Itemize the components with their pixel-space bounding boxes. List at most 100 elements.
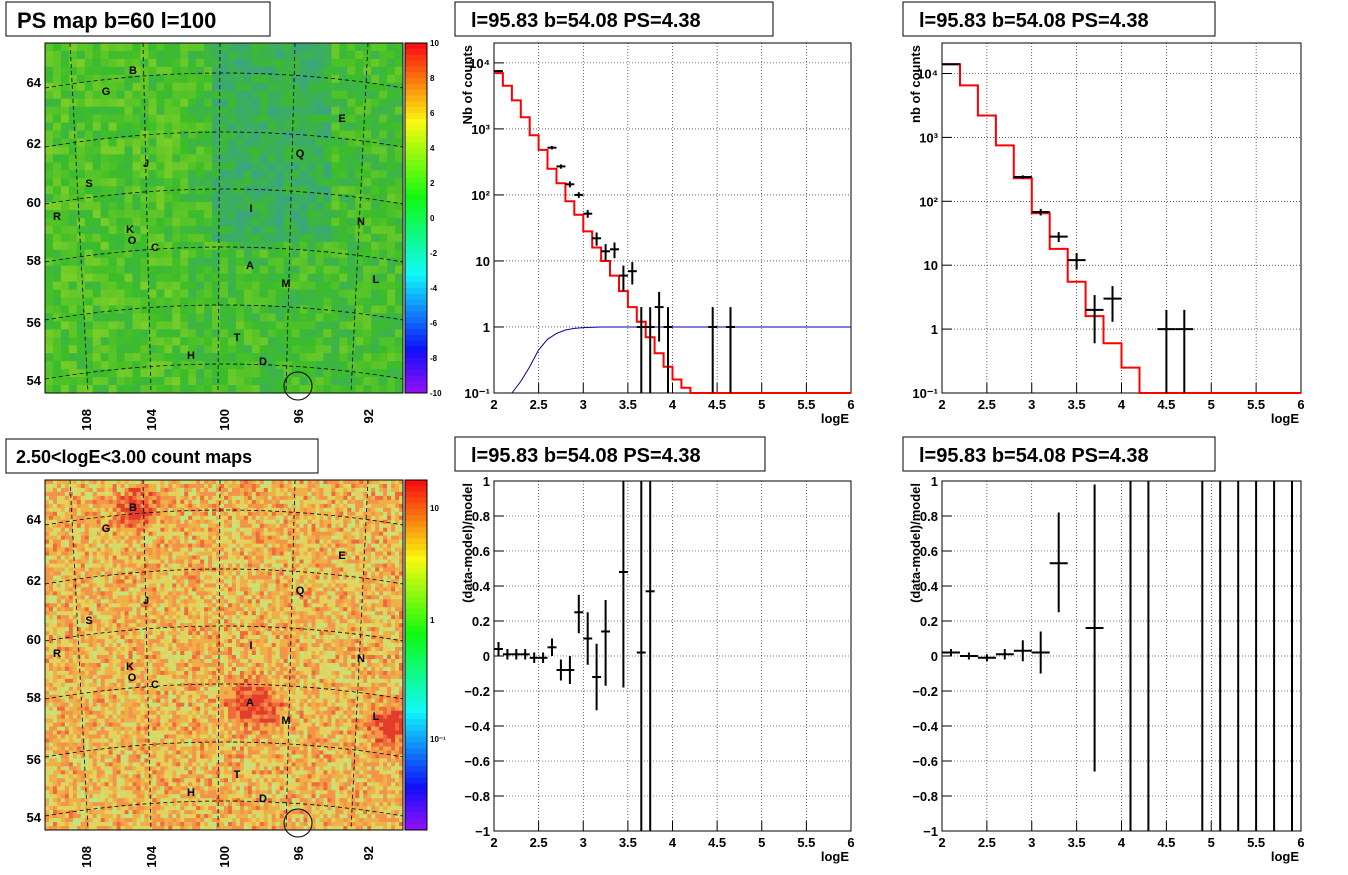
heatmap-cell <box>235 559 241 564</box>
heatmap-cell <box>52 531 58 537</box>
heatmap-cell <box>108 543 114 549</box>
heatmap-cell <box>48 607 54 612</box>
heatmap-cell <box>108 210 117 219</box>
heatmap-cell <box>315 543 320 549</box>
heatmap-cell <box>140 511 145 517</box>
heatmap-cell <box>227 170 237 179</box>
heatmap-cell <box>247 503 253 509</box>
heatmap-cell <box>172 66 181 76</box>
heatmap-cell <box>100 353 110 362</box>
heatmap-cell <box>172 519 177 525</box>
heatmap-cell <box>251 289 261 298</box>
heatmap-cell <box>204 249 213 259</box>
heatmap-cell <box>291 90 300 100</box>
heatmap-cell <box>307 146 316 155</box>
heatmap-cell <box>335 587 340 592</box>
heatmap-cell <box>291 305 300 314</box>
heatmap-cell <box>247 571 253 576</box>
heatmap-cell <box>64 591 70 596</box>
heatmap-cell <box>359 499 364 505</box>
heatmap-cell <box>92 138 102 147</box>
heatmap-cell <box>64 487 70 493</box>
heatmap-cell <box>100 543 106 549</box>
heatmap-cell <box>263 483 269 489</box>
heatmap-cell <box>231 515 237 521</box>
heatmap-cell <box>164 527 169 533</box>
heatmap-cell <box>116 313 125 322</box>
heatmap-cell <box>168 551 173 556</box>
heatmap-cell <box>363 515 368 521</box>
heatmap-cell <box>224 603 229 608</box>
heatmap-cell <box>76 241 86 251</box>
heatmap-cell <box>279 519 285 525</box>
heatmap-cell <box>224 547 229 552</box>
heatmap-cell <box>96 555 102 560</box>
heatmap-cell <box>387 519 392 525</box>
heatmap-cell <box>132 499 137 505</box>
heatmap-cell <box>259 555 265 560</box>
heatmap-cell <box>343 523 348 529</box>
heatmap-cell <box>291 66 300 76</box>
heatmap-cell <box>100 210 110 219</box>
heatmap-cell <box>124 559 129 564</box>
heatmap-cell <box>172 563 177 568</box>
heatmap-cell <box>132 483 137 489</box>
heatmap-cell <box>196 249 205 259</box>
heatmap-cell <box>275 122 285 131</box>
heatmap-cell <box>323 563 328 568</box>
heatmap-cell <box>104 515 110 521</box>
heatmap-cell <box>227 241 237 251</box>
heatmap-cell <box>387 515 392 521</box>
heatmap-cell <box>395 146 404 155</box>
heatmap-cell <box>247 495 253 501</box>
heatmap-cell <box>156 162 165 171</box>
heatmap-cell <box>255 507 261 513</box>
heatmap-cell <box>140 58 149 68</box>
heatmap-cell <box>60 241 70 251</box>
heatmap-cell <box>164 154 173 163</box>
heatmap-cell <box>180 218 189 227</box>
heatmap-cell <box>220 559 225 564</box>
heatmap-cell <box>100 289 110 298</box>
heatmap-cell <box>283 491 289 497</box>
heatmap-cell <box>291 603 296 608</box>
heatmap-cell <box>188 210 197 219</box>
heatmap-cell <box>60 503 66 509</box>
heatmap-cell <box>315 345 324 354</box>
heatmap-cell <box>331 154 340 163</box>
heatmap-cell <box>180 289 189 298</box>
heatmap-cell <box>45 543 50 549</box>
heatmap-cell <box>267 265 277 275</box>
heatmap-cell <box>375 547 380 552</box>
heatmap-cell <box>136 559 141 564</box>
heatmap-cell <box>267 82 277 92</box>
heatmap-cell <box>104 547 110 552</box>
heatmap-cell <box>72 555 78 560</box>
heatmap-cell <box>68 233 78 243</box>
heatmap-cell <box>164 289 173 298</box>
heatmap-cell <box>84 527 90 533</box>
heatmap-cell <box>235 369 245 378</box>
heatmap-cell <box>188 82 197 92</box>
heatmap-cell <box>204 43 213 52</box>
heatmap-cell <box>116 249 125 259</box>
heatmap-cell <box>311 587 316 592</box>
heatmap-cell <box>116 74 125 84</box>
heatmap-cell <box>45 353 54 362</box>
heatmap-cell <box>60 555 66 560</box>
heatmap-cell <box>100 90 110 100</box>
heatmap-cell <box>243 571 249 576</box>
heatmap-cell <box>212 559 217 564</box>
heatmap-cell <box>132 487 137 493</box>
heatmap-cell <box>259 114 269 123</box>
heatmap-cell <box>45 218 54 227</box>
heatmap-cell <box>172 186 181 195</box>
heatmap-cell <box>124 313 133 322</box>
heatmap-cell <box>76 90 86 100</box>
heatmap-cell <box>239 575 245 580</box>
heatmap-cell <box>156 241 165 251</box>
heatmap-cell <box>68 539 74 545</box>
heatmap-cell <box>56 511 62 517</box>
heatmap-cell <box>255 539 261 545</box>
heatmap-cell <box>68 58 78 68</box>
